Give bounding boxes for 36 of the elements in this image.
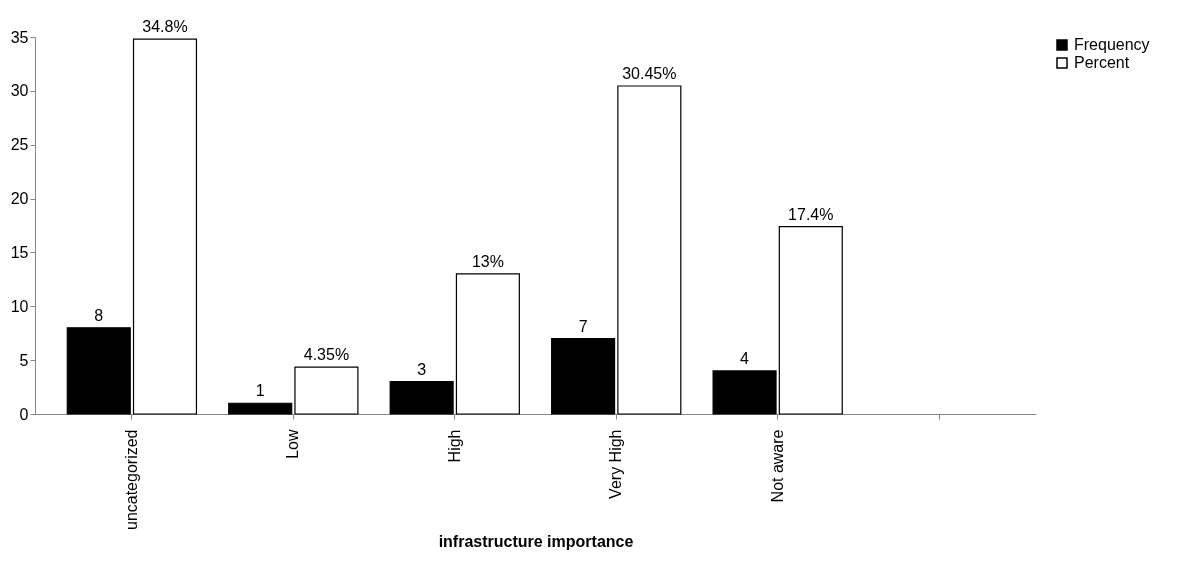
y-tick-label: 30: [10, 82, 29, 100]
data-label: 34.8%: [142, 18, 188, 36]
x-tick-label: uncategorized: [122, 429, 140, 531]
y-tick-label: 20: [10, 190, 29, 208]
bar: [228, 402, 293, 415]
data-label: 1: [255, 382, 265, 400]
bar: [455, 273, 520, 415]
data-label: 4: [740, 349, 750, 367]
x-tick-label: Not aware: [768, 429, 786, 503]
legend-label: Percent: [1074, 54, 1130, 71]
y-tick-label: 15: [10, 243, 29, 261]
x-axis-title: infrastructure importance: [438, 533, 634, 551]
data-label: 4.35%: [303, 346, 350, 364]
x-tick-label: Low: [284, 429, 302, 459]
legend-label: Frequency: [1074, 36, 1150, 53]
bar: [389, 381, 454, 415]
data-label: 3: [417, 360, 427, 378]
bar: [778, 225, 843, 415]
bar: [132, 38, 198, 415]
x-tick-label: High: [445, 429, 463, 463]
y-tick-label: 35: [10, 28, 29, 46]
y-tick-label: 0: [19, 405, 29, 423]
data-label: 8: [94, 306, 104, 324]
x-tick-label: Very High: [607, 429, 625, 499]
bar: [617, 85, 682, 415]
data-label: 30.45%: [622, 65, 677, 83]
y-tick-label: 25: [10, 136, 29, 154]
data-label: 13%: [471, 252, 504, 270]
y-tick-label: 5: [19, 351, 29, 369]
bar: [294, 366, 359, 415]
data-label: 7: [578, 317, 588, 335]
bar: [712, 370, 777, 415]
bar: [66, 327, 131, 415]
data-label: 17.4%: [788, 205, 834, 223]
bar: [551, 338, 616, 415]
y-tick-label: 10: [10, 297, 29, 315]
